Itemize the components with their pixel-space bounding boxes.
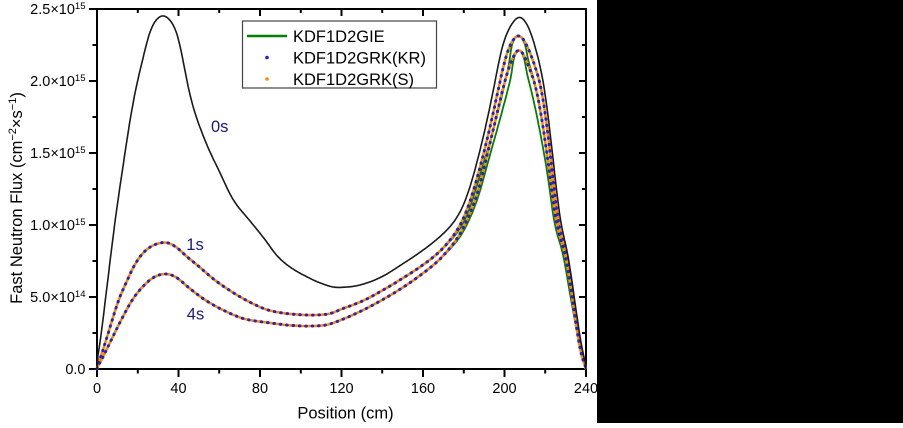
svg-text:2.0×1015: 2.0×1015 [30, 73, 85, 90]
svg-text:0.0: 0.0 [65, 362, 85, 378]
svg-text:240: 240 [574, 381, 598, 397]
svg-text:80: 80 [252, 381, 268, 397]
svg-text:120: 120 [329, 381, 353, 397]
svg-text:0: 0 [93, 381, 101, 397]
svg-text:Fast Neutron Flux (cm−2×s−1): Fast Neutron Flux (cm−2×s−1) [7, 92, 26, 304]
svg-text:200: 200 [492, 381, 516, 397]
svg-text:5.0×1014: 5.0×1014 [30, 289, 85, 306]
svg-text:KDF1D2GRK(KR): KDF1D2GRK(KR) [293, 50, 426, 68]
svg-text:2.5×1015: 2.5×1015 [30, 1, 85, 18]
svg-text:1s: 1s [186, 236, 203, 254]
svg-text:Position (cm): Position (cm) [297, 405, 393, 423]
svg-text:1.5×1015: 1.5×1015 [30, 145, 85, 162]
svg-text:4s: 4s [187, 305, 204, 323]
svg-text:KDF1D2GRK(S): KDF1D2GRK(S) [293, 71, 414, 89]
svg-text:0s: 0s [211, 118, 228, 136]
svg-text:40: 40 [170, 381, 186, 397]
svg-text:KDF1D2GIE: KDF1D2GIE [293, 28, 385, 46]
svg-text:1.0×1015: 1.0×1015 [30, 217, 85, 234]
svg-text:160: 160 [411, 381, 435, 397]
